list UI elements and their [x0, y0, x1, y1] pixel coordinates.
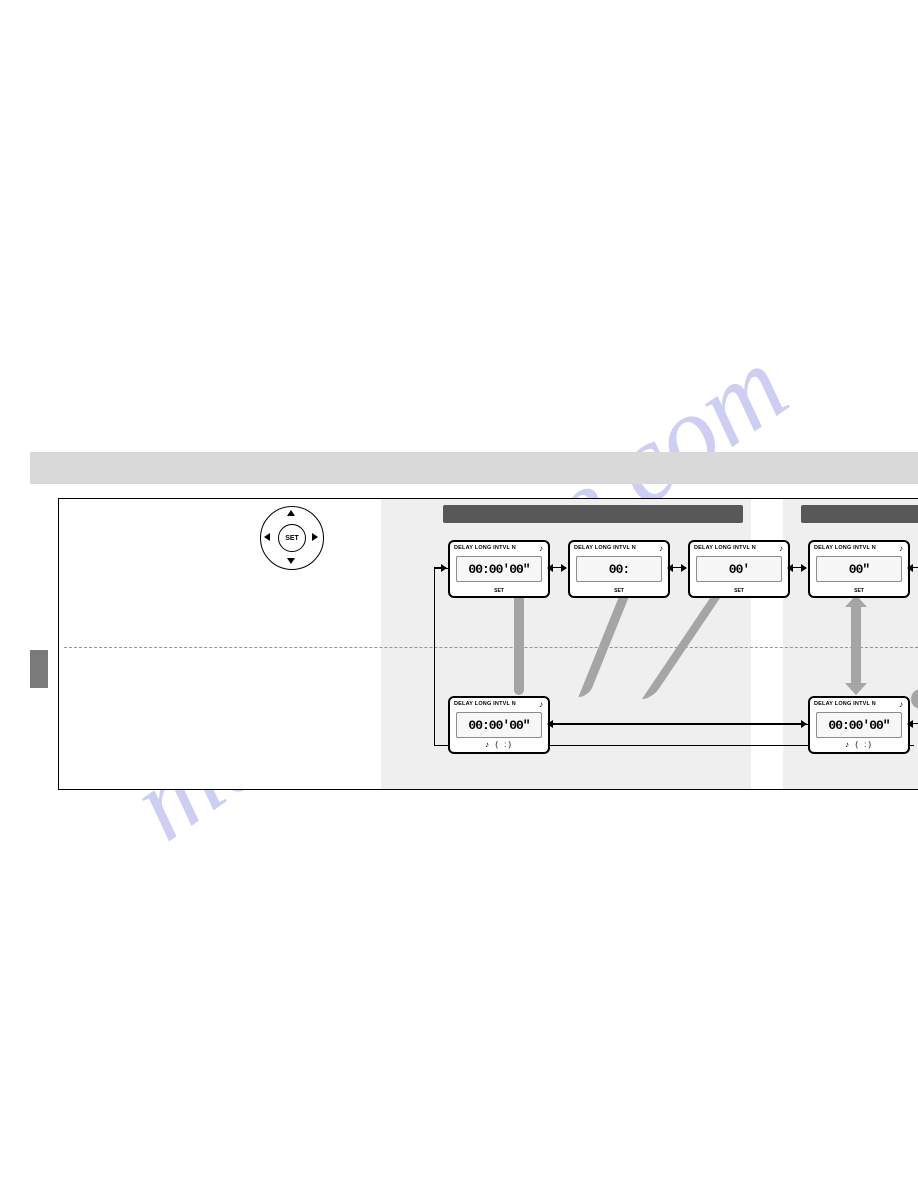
- note-icon: ♪: [539, 700, 543, 709]
- dial-set-button[interactable]: SET: [278, 524, 306, 552]
- lcd-delay-mm: DELAY LONG INTVL N ♪ 00' SET: [688, 540, 790, 598]
- lcd-display: 00:00'00": [456, 712, 542, 738]
- big-varrow-right: [845, 595, 867, 695]
- lcd-display: 00:00'00": [456, 556, 542, 582]
- note-icon: ♪: [779, 544, 783, 553]
- lcd-header-label: DELAY LONG INTVL N: [694, 545, 784, 551]
- lcd-running-left: DELAY LONG INTVL N ♪ 00:00'00" ♪ ( :): [448, 696, 550, 754]
- section-band: [30, 452, 918, 484]
- lcd-value: 00:00'00": [468, 562, 529, 577]
- lcd-sub-glyphs: ♪ ( :): [810, 740, 908, 749]
- lcd-delay-ss: DELAY LONG INTVL N ♪ 00" SET: [808, 540, 910, 598]
- lcd-value: 00': [729, 562, 749, 577]
- lcd-set-label: SET: [450, 588, 548, 594]
- side-tab: [30, 650, 48, 688]
- lcd-display: 00:00'00": [816, 712, 902, 738]
- lcd-running-right: DELAY LONG INTVL N ♪ 00:00'00" ♪ ( :): [808, 696, 910, 754]
- lcd-header-label: DELAY LONG INTVL N: [814, 701, 904, 707]
- note-icon: ♪: [899, 700, 903, 709]
- dial-right-icon: [312, 533, 318, 541]
- lcd-delay-hh: DELAY LONG INTVL N ♪ 00: SET: [568, 540, 670, 598]
- lcd-set-label: SET: [810, 588, 908, 594]
- lcd-header-label: DELAY LONG INTVL N: [814, 545, 904, 551]
- dash-separator: [64, 647, 918, 648]
- harrow-3: [788, 567, 806, 568]
- harrow-r1-in: [434, 567, 446, 568]
- dial-up-icon: [287, 510, 295, 516]
- lcd-delay-hhmmss: DELAY LONG INTVL N ♪ 00:00'00" SET: [448, 540, 550, 598]
- set-dial[interactable]: SET: [260, 506, 322, 568]
- lcd-display: 00": [816, 556, 902, 582]
- thick-curve-1: [514, 595, 524, 695]
- harrow-r1-out: [908, 567, 918, 568]
- route-left-drop: [434, 568, 435, 746]
- lcd-header-label: DELAY LONG INTVL N: [454, 545, 544, 551]
- section-header-1: [443, 505, 743, 523]
- dial-left-icon: [264, 533, 270, 541]
- note-icon: ♪: [539, 544, 543, 553]
- lcd-value: 00:00'00": [828, 718, 889, 733]
- harrow-r2-out: [908, 723, 918, 724]
- section-header-2: [801, 505, 918, 523]
- lcd-set-label: SET: [570, 588, 668, 594]
- harrow-row2: [548, 723, 806, 724]
- route-mid-h: [549, 724, 809, 725]
- lcd-header-label: DELAY LONG INTVL N: [574, 545, 664, 551]
- lcd-value: 00": [849, 562, 869, 577]
- lcd-value: 00:00'00": [468, 718, 529, 733]
- dial-down-icon: [287, 558, 295, 564]
- lcd-display: 00:: [576, 556, 662, 582]
- lcd-value: 00:: [609, 562, 629, 577]
- note-icon: ♪: [659, 544, 663, 553]
- lcd-sub-glyphs: ♪ ( :): [450, 740, 548, 749]
- harrow-1: [548, 567, 566, 568]
- lcd-header-label: DELAY LONG INTVL N: [454, 701, 544, 707]
- lcd-display: 00': [696, 556, 782, 582]
- note-icon: ♪: [899, 544, 903, 553]
- lcd-set-label: SET: [690, 588, 788, 594]
- harrow-2: [668, 567, 686, 568]
